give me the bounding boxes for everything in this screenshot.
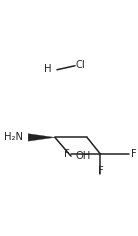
Text: F: F: [131, 149, 136, 159]
Polygon shape: [28, 134, 55, 141]
Text: H: H: [44, 64, 52, 74]
Text: H₂N: H₂N: [4, 132, 23, 143]
Text: F: F: [98, 166, 103, 176]
Text: OH: OH: [76, 151, 91, 161]
Text: Cl: Cl: [76, 60, 85, 70]
Text: F: F: [64, 149, 70, 159]
